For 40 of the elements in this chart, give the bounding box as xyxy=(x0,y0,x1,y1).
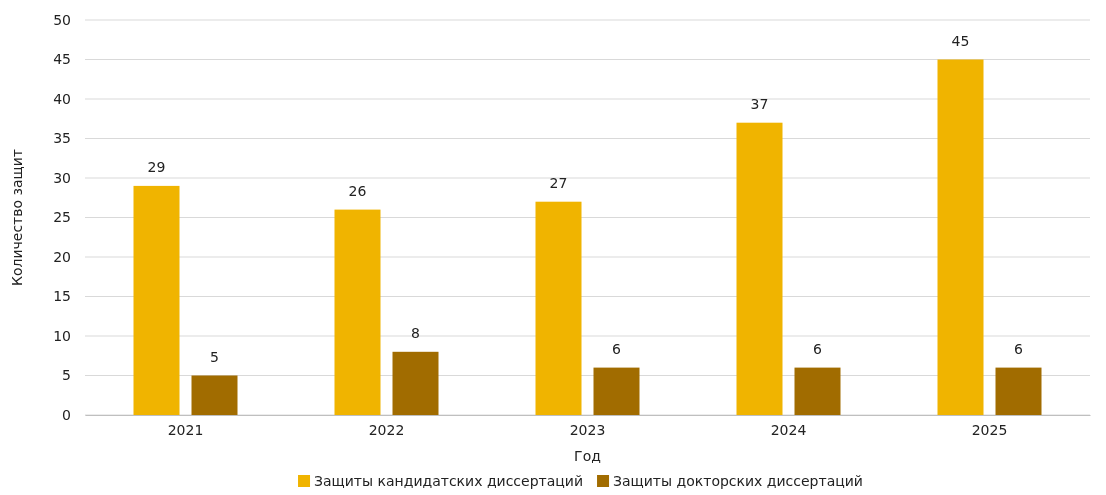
data-label: 8 xyxy=(411,324,420,341)
data-label: 6 xyxy=(1014,340,1024,357)
y-tick-label: 50 xyxy=(53,11,71,28)
y-tick-label: 20 xyxy=(53,248,71,265)
x-axis-title: Год xyxy=(574,448,601,464)
y-tick-label: 0 xyxy=(62,406,71,423)
data-label: 45 xyxy=(951,32,970,49)
data-label: 27 xyxy=(549,174,568,191)
data-label: 5 xyxy=(210,348,219,365)
bar xyxy=(995,367,1042,415)
data-label: 6 xyxy=(612,340,622,357)
y-tick-label: 10 xyxy=(53,327,71,344)
bar xyxy=(736,122,783,415)
bar xyxy=(937,59,984,415)
bar xyxy=(593,367,640,415)
y-tick-label: 40 xyxy=(53,90,71,107)
y-tick-label: 45 xyxy=(53,51,71,68)
y-axis-title: Количество защит xyxy=(9,148,25,287)
x-tick-label: 2022 xyxy=(368,421,405,438)
y-tick-label: 5 xyxy=(62,367,71,384)
bar xyxy=(794,367,841,415)
y-tick-label: 25 xyxy=(53,209,71,226)
bar xyxy=(535,201,582,415)
legend-label: Защиты докторских диссертаций xyxy=(613,473,863,489)
data-label: 29 xyxy=(147,158,166,175)
legend-label: Защиты кандидатских диссертаций xyxy=(314,473,584,489)
bar xyxy=(392,351,439,415)
data-label: 37 xyxy=(750,95,769,112)
x-tick-label: 2023 xyxy=(569,421,606,438)
y-tick-label: 15 xyxy=(53,288,71,305)
x-tick-label: 2021 xyxy=(167,421,204,438)
data-label: 6 xyxy=(813,340,823,357)
bar xyxy=(191,375,238,415)
x-tick-label: 2025 xyxy=(971,421,1008,438)
x-tick-label: 2024 xyxy=(770,421,807,438)
bar xyxy=(133,185,180,415)
bar xyxy=(334,209,381,415)
y-tick-label: 35 xyxy=(53,130,71,147)
y-tick-label: 30 xyxy=(53,169,71,186)
data-label: 26 xyxy=(348,182,367,199)
